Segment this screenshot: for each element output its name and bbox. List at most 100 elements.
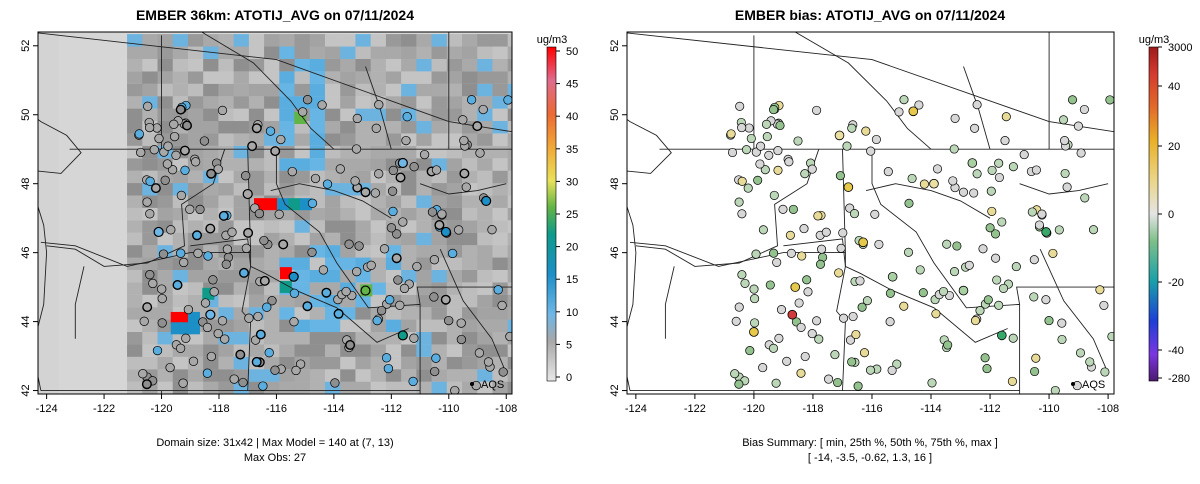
observation-point: [259, 275, 270, 286]
heatmap-cell: [324, 46, 342, 59]
observation-point: [321, 287, 332, 298]
right-colorbar-tick-label: -20: [1168, 277, 1184, 289]
heatmap-cell: [187, 344, 205, 357]
heatmap-cell: [355, 344, 372, 357]
bias-point: [871, 134, 881, 145]
heatmap-cell: [340, 207, 357, 221]
bias-point: [734, 302, 744, 312]
observation-point: [307, 247, 317, 257]
heatmap-cell: [492, 108, 509, 122]
bias-point: [986, 186, 996, 196]
left-snake-river: [190, 238, 409, 343]
heatmap-cell: [507, 195, 512, 208]
observation-point: [360, 187, 371, 198]
observation-point: [399, 283, 410, 294]
heatmap-cell: [294, 133, 312, 146]
observation-point: [138, 369, 148, 379]
heatmap-cell: [142, 108, 159, 122]
heatmap-cell: [477, 71, 494, 84]
heatmap-cell: [355, 381, 372, 394]
heatmap-cell: [385, 195, 403, 208]
heatmap-cell: [187, 331, 205, 345]
heatmap-cell: [355, 158, 372, 171]
bias-point: [983, 295, 993, 305]
bias-point: [750, 318, 760, 328]
observation-point: [139, 316, 149, 326]
heatmap-cell: [355, 120, 372, 134]
heatmap-cell: [416, 183, 433, 196]
right-x-tick-label: -112: [979, 403, 1000, 415]
bias-point: [812, 316, 822, 326]
heatmap-cell: [157, 381, 175, 394]
observation-point: [169, 131, 180, 142]
heatmap-cell: [462, 331, 479, 345]
heatmap-cell: [157, 269, 175, 283]
heatmap-cell: [233, 83, 251, 97]
observation-point: [385, 295, 395, 305]
observation-point: [154, 133, 164, 144]
left-x-tick-label: -110: [438, 403, 459, 415]
heatmap-cell: [446, 232, 464, 246]
observation-point: [431, 165, 442, 175]
heatmap-cell: [492, 331, 509, 345]
heatmap-cell: [477, 294, 494, 308]
heatmap-cell: [248, 319, 266, 333]
heatmap-cell: [370, 207, 388, 221]
heatmap-cell: [248, 257, 266, 270]
left-x-tick-label: -122: [93, 403, 115, 415]
heatmap-cell: [507, 108, 512, 122]
heatmap-cell: [507, 207, 512, 221]
observation-point: [136, 147, 146, 158]
heatmap-cell: [446, 269, 464, 283]
observation-point: [162, 159, 173, 169]
observation-point: [372, 315, 382, 326]
heatmap-cell: [401, 269, 418, 283]
observation-point: [289, 288, 300, 298]
bias-point: [764, 150, 774, 160]
left-missouri-river: [419, 183, 507, 195]
heatmap-cell: [248, 220, 266, 233]
heatmap-cell: [248, 46, 266, 59]
heatmap-cell: [309, 71, 327, 84]
bias-point: [903, 247, 914, 257]
observation-point: [241, 243, 252, 253]
bias-point: [737, 176, 747, 186]
heatmap-cell: [431, 381, 449, 394]
left-x-tick-label: -112: [381, 403, 402, 415]
heatmap-cell: [187, 294, 205, 308]
right-x-tick-label: -120: [743, 403, 765, 415]
observation-point: [150, 183, 161, 194]
observation-point: [366, 260, 376, 270]
heatmap-cell: [218, 282, 235, 295]
heatmap-cell: [446, 294, 464, 308]
bias-point: [1057, 318, 1067, 328]
heatmap-cell: [416, 96, 433, 109]
observation-point: [395, 300, 405, 310]
heatmap-cell: [492, 319, 509, 333]
heatmap-cell: [385, 58, 403, 72]
heatmap-cell: [416, 269, 433, 283]
observation-point: [497, 300, 507, 311]
heatmap-cell: [279, 183, 296, 196]
heatmap-cell: [187, 96, 205, 109]
heatmap-cell: [127, 207, 144, 221]
heatmap-cell: [446, 344, 464, 357]
heatmap-cell: [279, 307, 296, 320]
observation-point: [352, 113, 362, 124]
observation-point: [149, 145, 159, 155]
bias-point-highlight: [1041, 227, 1051, 237]
bias-point: [771, 378, 781, 388]
heatmap-cell: [203, 58, 220, 72]
heatmap-cell: [340, 381, 357, 394]
heatmap-cell: [492, 381, 509, 394]
heatmap-cell: [385, 71, 403, 84]
heatmap-cell: [370, 220, 388, 233]
observation-point: [429, 255, 440, 265]
heatmap-cell: [431, 307, 449, 320]
bias-point: [987, 206, 997, 216]
observation-point: [188, 356, 199, 366]
heatmap-cell: [264, 108, 281, 122]
heatmap-cell: [324, 195, 342, 208]
observation-point: [157, 293, 167, 304]
bias-point: [838, 228, 848, 238]
